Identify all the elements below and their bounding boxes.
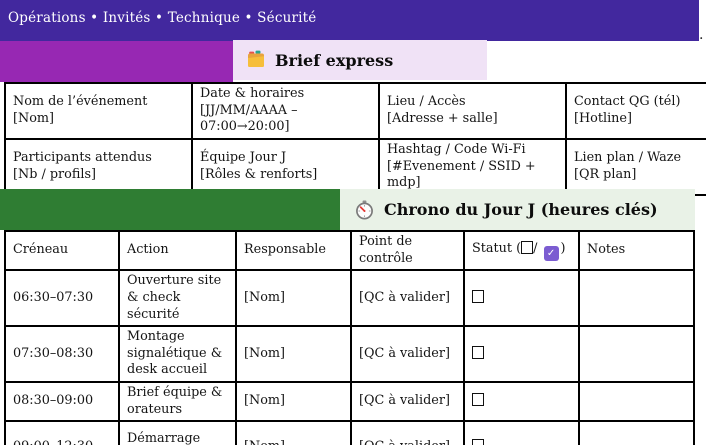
- info-placeholder: [Rôles & renforts]: [200, 166, 318, 182]
- info-placeholder: [QR plan]: [574, 166, 637, 182]
- controle-cell: [QC à valider]: [350, 325, 465, 383]
- info-label: Équipe Jour J: [200, 150, 287, 166]
- info-cell-event-name: Nom de l’événement [Nom]: [4, 82, 193, 140]
- header-action: Action: [118, 229, 237, 272]
- info-label: Hashtag / Code Wi-Fi: [387, 142, 526, 157]
- category-banner-label: Opérations • Invités • Technique • Sécur…: [8, 9, 317, 26]
- statut-checkbox[interactable]: [472, 289, 484, 303]
- statut-checkbox[interactable]: [472, 438, 484, 445]
- info-cell-participants: Participants attendus [Nb / profils]: [4, 138, 193, 196]
- info-label: Lien plan / Waze: [574, 150, 682, 166]
- action-cell: Brief équipe & orateurs: [118, 380, 237, 423]
- controle-cell: [QC à valider]: [350, 420, 465, 445]
- magenta-accent-block: [0, 41, 233, 82]
- info-cell-date-horaires: Date & horaires [JJ/MM/AAAA – 07:00→20:0…: [191, 82, 380, 140]
- notes-cell: [578, 420, 695, 445]
- statut-checkbox[interactable]: [472, 393, 484, 407]
- responsable-cell: [Nom]: [235, 420, 352, 445]
- chrono-row-2: 07:30–08:30 Montage signalétique & desk …: [4, 325, 695, 383]
- info-placeholder: [Nom]: [13, 111, 55, 126]
- statut-cell: [463, 380, 580, 423]
- brief-express-banner: Brief express: [233, 40, 487, 80]
- action-cell: Montage signalétique & desk accueil: [118, 325, 237, 383]
- category-banner: Opérations • Invités • Technique • Sécur…: [0, 0, 699, 41]
- info-row-1: Nom de l’événement [Nom] Date & horaires…: [4, 82, 706, 140]
- info-placeholder: [Nb / profils]: [13, 166, 97, 182]
- notes-cell: [578, 325, 695, 383]
- event-info-table: Nom de l’événement [Nom] Date & horaires…: [4, 82, 706, 196]
- unchecked-checkbox-icon: [521, 240, 534, 254]
- chrono-banner: Chrono du Jour J (heures clés): [340, 189, 695, 230]
- info-cell-lieu-acces: Lieu / Accès [Adresse + salle]: [378, 82, 567, 140]
- statut-separator: /: [533, 240, 538, 256]
- notes-cell: [578, 380, 695, 423]
- header-responsable: Responsable: [235, 229, 352, 272]
- card-index-folder-icon: [246, 50, 266, 70]
- chrono-title: Chrono du Jour J (heures clés): [384, 200, 658, 219]
- info-label: Date & horaires: [200, 86, 305, 102]
- info-label: Lieu / Accès: [387, 94, 466, 110]
- statut-label-suffix: ): [560, 240, 566, 256]
- action-cell: Ouverture site & check sécurité: [118, 269, 237, 328]
- time-cell: 07:30–08:30: [4, 325, 120, 383]
- statut-cell: [463, 325, 580, 383]
- responsable-cell: [Nom]: [235, 269, 352, 328]
- info-label: Participants attendus: [13, 150, 152, 166]
- header-creneau: Créneau: [4, 229, 120, 272]
- info-cell-hashtag-wifi: Hashtag / Code Wi-Fi [#Evenement / SSID …: [378, 138, 567, 196]
- header-point-de-controle: Point de contrôle: [350, 229, 465, 272]
- info-label: Nom de l’événement: [13, 94, 148, 110]
- green-accent-block: [0, 189, 340, 230]
- notes-cell: [578, 269, 695, 328]
- chrono-table: Créneau Action Responsable Point de cont…: [4, 229, 695, 445]
- controle-cell: [QC à valider]: [350, 380, 465, 423]
- info-cell-lien-plan: Lien plan / Waze [QR plan]: [565, 138, 706, 196]
- info-placeholder: [#Evenement / SSID + mdp]: [387, 158, 536, 191]
- stopwatch-icon: [355, 200, 374, 220]
- time-cell: 06:30–07:30: [4, 269, 120, 328]
- header-statut: Statut ( / ✓): [463, 229, 580, 272]
- action-cell: Démarrage sessions /: [118, 420, 237, 445]
- statut-checkbox[interactable]: [472, 345, 484, 359]
- responsable-cell: [Nom]: [235, 380, 352, 423]
- checked-checkbox-icon: ✓: [543, 245, 559, 261]
- stray-period: .: [699, 27, 704, 43]
- time-cell: 09:00–12:30: [4, 420, 120, 445]
- info-cell-equipe: Équipe Jour J [Rôles & renforts]: [191, 138, 380, 196]
- time-cell: 08:30–09:00: [4, 380, 120, 423]
- info-placeholder: [JJ/MM/AAAA – 07:00→20:00]: [200, 102, 298, 135]
- info-label: Contact QG (tél): [574, 94, 681, 110]
- statut-cell: [463, 269, 580, 328]
- statut-label-prefix: Statut (: [472, 240, 522, 256]
- info-row-2: Participants attendus [Nb / profils] Équ…: [4, 138, 706, 196]
- chrono-header-row: Créneau Action Responsable Point de cont…: [4, 229, 695, 272]
- chrono-row-4: 09:00–12:30 Démarrage sessions / [Nom] […: [4, 420, 695, 445]
- info-cell-contact-qg: Contact QG (tél) [Hotline]: [565, 82, 706, 140]
- chrono-row-3: 08:30–09:00 Brief équipe & orateurs [Nom…: [4, 380, 695, 423]
- info-placeholder: [Adresse + salle]: [387, 111, 498, 126]
- statut-cell: [463, 420, 580, 445]
- responsable-cell: [Nom]: [235, 325, 352, 383]
- header-notes: Notes: [578, 229, 695, 272]
- brief-express-title: Brief express: [275, 50, 394, 70]
- chrono-row-1: 06:30–07:30 Ouverture site & check sécur…: [4, 269, 695, 328]
- controle-cell: [QC à valider]: [350, 269, 465, 328]
- info-placeholder: [Hotline]: [574, 111, 632, 126]
